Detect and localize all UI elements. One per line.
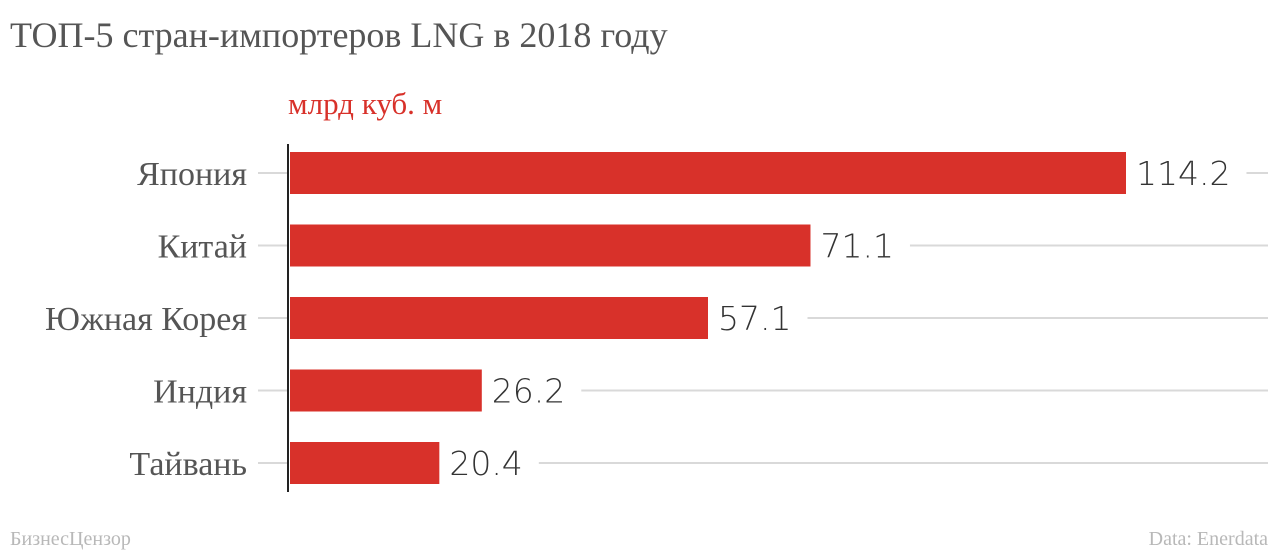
value-label: 71.1: [820, 227, 893, 266]
bars: [290, 152, 1126, 484]
bar-3: [290, 369, 482, 412]
category-label: Южная Корея: [45, 301, 247, 338]
gridlines: [258, 172, 1268, 464]
category-label: Индия: [153, 374, 247, 411]
category-labels: Япония Китай Южная Корея Индия Тайвань: [45, 156, 247, 483]
value-label: 26.2: [492, 372, 565, 411]
category-label: Япония: [137, 156, 247, 193]
footer-brand: БизнесЦензор: [10, 528, 131, 550]
value-label: 20.4: [449, 444, 522, 483]
category-label: Китай: [158, 229, 247, 266]
bar-0: [290, 152, 1126, 194]
chart-title: ТОП-5 стран-импортеров LNG в 2018 году: [10, 15, 668, 55]
bar-2: [290, 297, 708, 339]
bar-1: [290, 224, 811, 267]
unit-label: млрд куб. м: [288, 86, 443, 121]
value-label: 114.2: [1136, 154, 1230, 193]
category-label: Тайвань: [129, 446, 247, 483]
value-labels: 114.2 71.1 57.1 26.2 20.4: [449, 154, 1230, 483]
value-label: 57.1: [718, 299, 791, 338]
footer-source: Data: Enerdata: [1148, 528, 1268, 550]
bar-4: [290, 442, 440, 484]
